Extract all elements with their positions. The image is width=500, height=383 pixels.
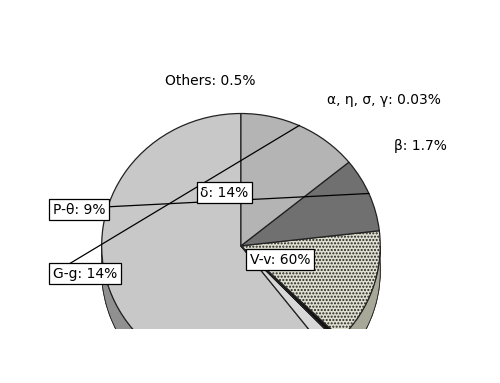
- Wedge shape: [241, 231, 380, 338]
- Ellipse shape: [102, 139, 380, 383]
- Wedge shape: [241, 246, 338, 341]
- Polygon shape: [340, 246, 380, 363]
- Text: V-v: 60%: V-v: 60%: [250, 253, 310, 267]
- Wedge shape: [241, 162, 380, 246]
- Text: P-θ: 9%: P-θ: 9%: [53, 203, 106, 217]
- Wedge shape: [241, 246, 338, 350]
- Text: β: 1.7%: β: 1.7%: [394, 139, 447, 152]
- Text: Others: 0.5%: Others: 0.5%: [165, 74, 256, 88]
- Polygon shape: [102, 246, 326, 383]
- Wedge shape: [241, 246, 340, 341]
- Text: δ: 14%: δ: 14%: [200, 186, 248, 200]
- Polygon shape: [326, 341, 338, 376]
- Wedge shape: [102, 113, 326, 378]
- Text: α, η, σ, γ: 0.03%: α, η, σ, γ: 0.03%: [328, 93, 441, 106]
- Text: G-g: 14%: G-g: 14%: [53, 267, 117, 281]
- Wedge shape: [241, 113, 349, 246]
- Polygon shape: [338, 338, 340, 366]
